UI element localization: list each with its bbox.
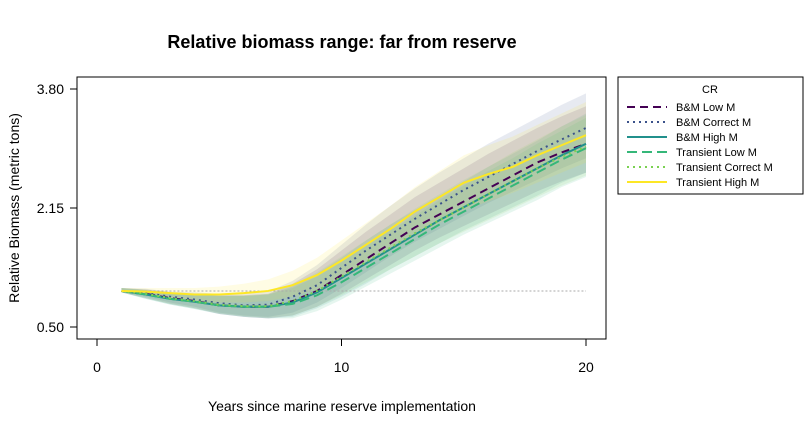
legend-label-2: B&M High M (676, 132, 738, 144)
y-axis: 0.50 2.15 3.80 (37, 81, 78, 335)
band-1 (121, 93, 586, 317)
series-line-4 (121, 145, 587, 308)
confidence-bands (121, 93, 586, 319)
x-tick-label-2: 20 (578, 359, 594, 375)
x-tick-label-0: 0 (93, 359, 101, 375)
band-5 (121, 101, 586, 303)
legend-items: B&M Low M B&M Correct M B&M High M Transien… (627, 102, 773, 189)
legend-label-0: B&M Low M (676, 102, 735, 114)
series-line-5 (121, 134, 587, 296)
series-line-1 (121, 127, 587, 307)
legend-label-1: B&M Correct M (676, 117, 751, 129)
legend-label-4: Transient Correct M (676, 162, 773, 174)
y-tick-label-2: 3.80 (37, 81, 64, 97)
x-tick-label-1: 10 (334, 359, 350, 375)
legend-box (617, 76, 804, 195)
x-axis-label: Years since marine reserve implementatio… (208, 398, 476, 414)
legend-label-3: Transient Low M (676, 147, 757, 159)
series-lines (121, 127, 587, 308)
legend-label-5: Transient High M (676, 177, 759, 189)
x-axis: 0 10 20 (93, 338, 594, 375)
legend: CR B&M Low M B&M Correct M B&M High M Trans… (617, 76, 804, 195)
y-tick-label-0: 0.50 (37, 319, 64, 335)
legend-title: CR (702, 84, 718, 96)
chart-title: Relative biomass range: far from reserve (167, 32, 516, 52)
y-axis-label: Relative Biomass (metric tons) (6, 113, 22, 303)
y-tick-label-1: 2.15 (37, 200, 64, 216)
